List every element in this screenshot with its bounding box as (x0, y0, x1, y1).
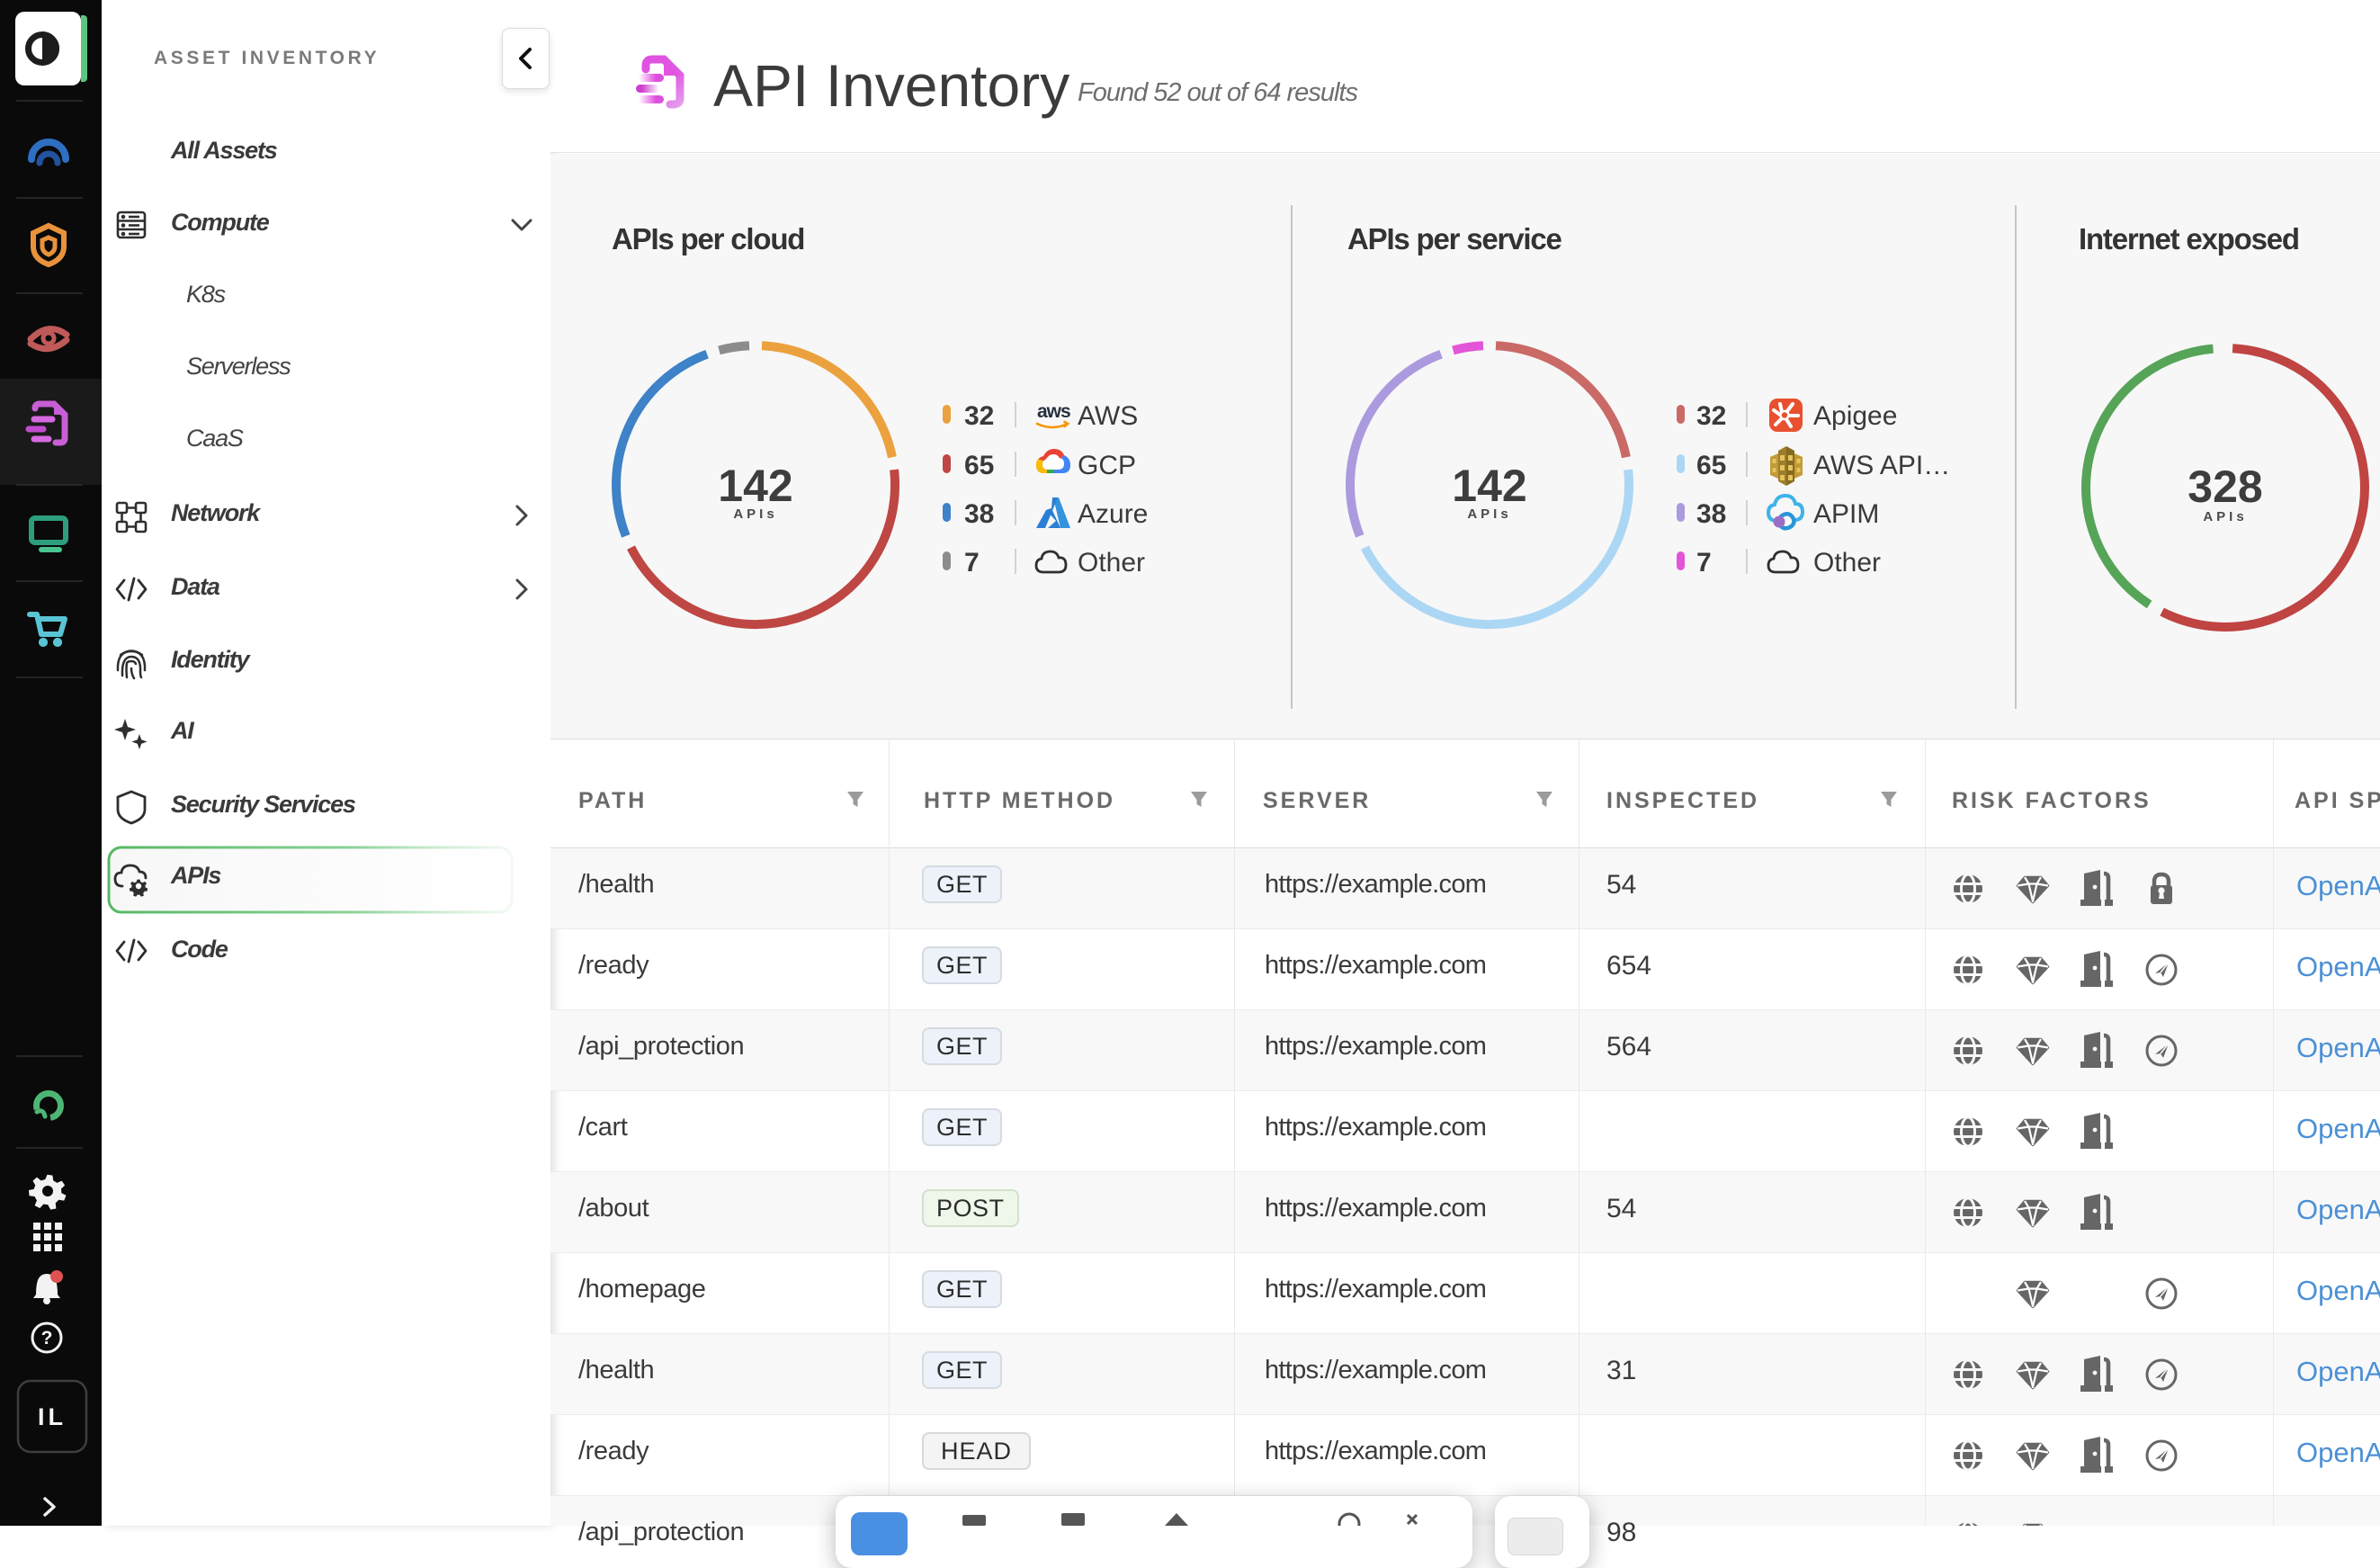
svg-text:aws: aws (1037, 401, 1070, 422)
svg-text:IL: IL (38, 1403, 67, 1430)
svg-text:?: ? (41, 1328, 53, 1348)
